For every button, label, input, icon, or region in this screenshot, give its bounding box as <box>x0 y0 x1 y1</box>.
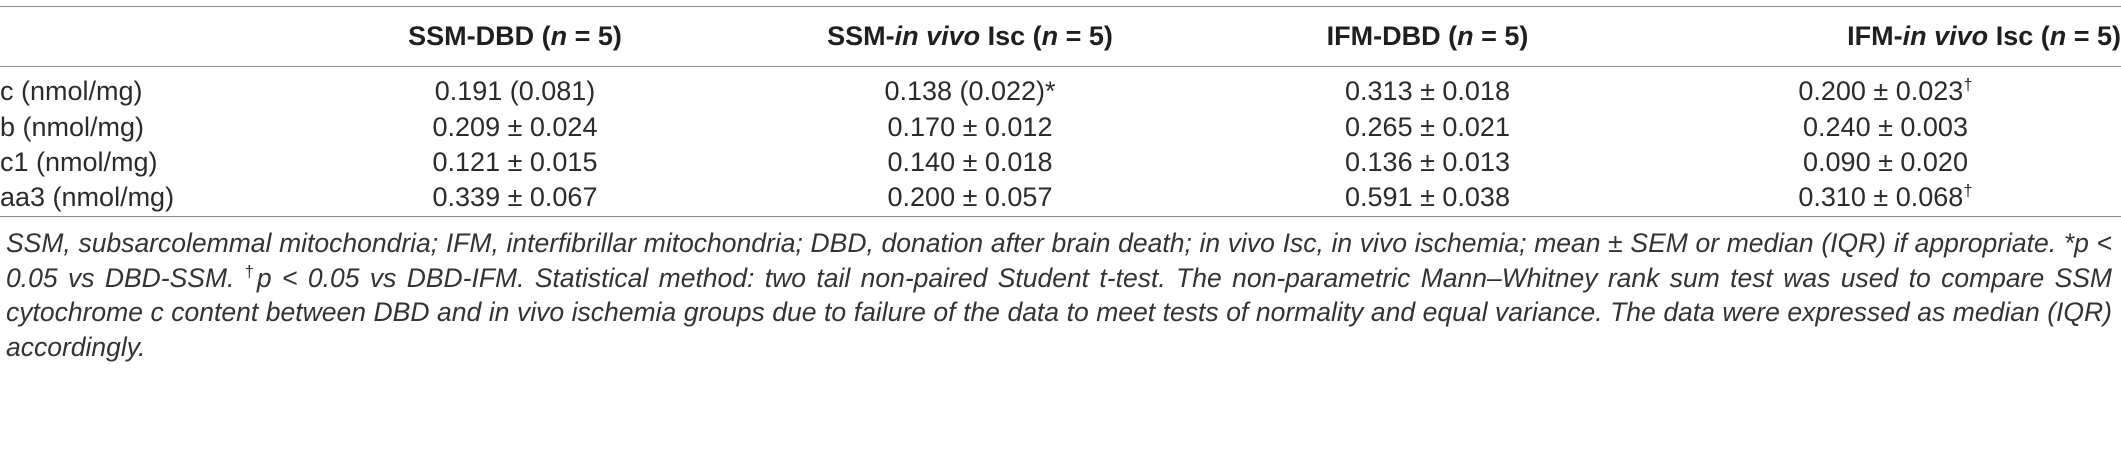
row-label: c1 (nmol/mg) <box>0 147 158 177</box>
header-ifm-in-vivo-isc: IFM-in vivo Isc (n = 5) <box>1847 20 2121 51</box>
table-cell: 0.313 ± 0.018 <box>1345 75 1510 106</box>
n-label: n <box>550 20 568 51</box>
n-label: n <box>1041 20 1059 51</box>
bottom-rule <box>0 216 2121 217</box>
table-cell: 0.339 ± 0.067 <box>432 182 598 212</box>
table-cell: 0.209 ± 0.024 <box>432 112 598 142</box>
row-label: b (nmol/mg) <box>0 112 145 142</box>
table-cell: 0.170 ± 0.012 <box>887 112 1053 142</box>
header-row: SSM-DBD (n = 5) SSM-in vivo Isc (n = 5) … <box>0 6 2121 66</box>
table-cell: 0.240 ± 0.003 <box>1803 112 1968 142</box>
table-cell: 0.200 ± 0.057 <box>887 182 1053 212</box>
table-row: c (nmol/mg) 0.191 (0.081) 0.138 (0.022)*… <box>0 66 2121 110</box>
table-row: b (nmol/mg) 0.209 ± 0.024 0.170 ± 0.012 … <box>0 110 2121 145</box>
table-cell: 0.200 ± 0.023† <box>1798 74 1973 106</box>
top-rule <box>0 6 2121 7</box>
header-blank <box>0 6 295 66</box>
table-cell: 0.591 ± 0.038 <box>1345 182 1510 212</box>
dagger-mark: † <box>244 262 257 281</box>
table-cell: 0.191 (0.081) <box>434 75 596 106</box>
table-footnote: SSM, subsarcolemmal mitochondria; IFM, i… <box>6 226 2112 364</box>
table-cell: 0.140 ± 0.018 <box>887 147 1053 177</box>
header-ifm-dbd: IFM-DBD (n = 5) <box>1326 20 1529 51</box>
row-label: aa3 (nmol/mg) <box>0 182 175 212</box>
table-row: c1 (nmol/mg) 0.121 ± 0.015 0.140 ± 0.018… <box>0 145 2121 180</box>
table-cell: 0.138 (0.022)* <box>884 75 1056 106</box>
row-label: c (nmol/mg) <box>0 75 143 106</box>
table-cell: 0.090 ± 0.020 <box>1803 147 1968 177</box>
header-ssm-in-vivo-isc: SSM-in vivo Isc (n = 5) <box>827 20 1113 51</box>
footnote-part-1: SSM, subsarcolemmal mitochondria; IFM, i… <box>6 228 2112 293</box>
data-table: SSM-DBD (n = 5) SSM-in vivo Isc (n = 5) … <box>0 6 2121 215</box>
table-cell: 0.310 ± 0.068† <box>1798 181 1973 212</box>
table-cell: 0.265 ± 0.021 <box>1345 112 1510 142</box>
table-cell: 0.121 ± 0.015 <box>432 147 598 177</box>
header-rule <box>0 66 2121 67</box>
header-ssm-dbd: SSM-DBD (n = 5) <box>408 20 622 51</box>
n-label: n <box>2049 20 2067 51</box>
table-cell: 0.136 ± 0.013 <box>1345 147 1510 177</box>
footnote-part-2: p < 0.05 vs DBD-IFM. Statistical method:… <box>6 262 2112 362</box>
table-row: aa3 (nmol/mg) 0.339 ± 0.067 0.200 ± 0.05… <box>0 180 2121 215</box>
n-label: n <box>1457 20 1474 51</box>
